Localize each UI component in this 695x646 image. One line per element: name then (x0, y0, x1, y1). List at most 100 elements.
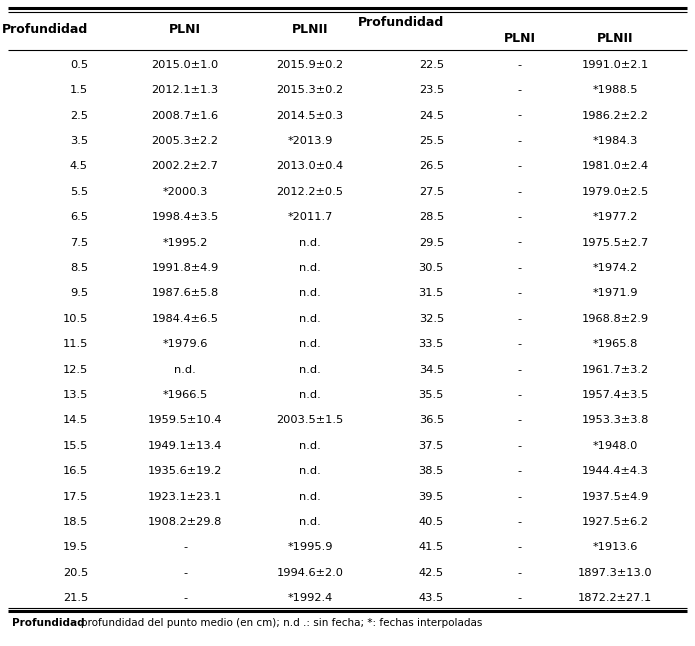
Text: PLNII: PLNII (292, 23, 328, 36)
Text: 1935.6±19.2: 1935.6±19.2 (148, 466, 222, 476)
Text: 19.5: 19.5 (63, 543, 88, 552)
Text: 35.5: 35.5 (418, 390, 444, 400)
Text: -: - (518, 136, 522, 146)
Text: -: - (518, 59, 522, 70)
Text: 2.5: 2.5 (70, 110, 88, 121)
Text: -: - (518, 492, 522, 502)
Text: *1979.6: *1979.6 (163, 339, 208, 349)
Text: 2005.3±2.2: 2005.3±2.2 (152, 136, 218, 146)
Text: 1981.0±2.4: 1981.0±2.4 (582, 162, 648, 171)
Text: n.d.: n.d. (299, 390, 321, 400)
Text: Profundidad: Profundidad (358, 16, 444, 29)
Text: 1959.5±10.4: 1959.5±10.4 (148, 415, 222, 426)
Text: 2008.7±1.6: 2008.7±1.6 (152, 110, 218, 121)
Text: 2012.1±1.3: 2012.1±1.3 (152, 85, 218, 95)
Text: 2012.2±0.5: 2012.2±0.5 (277, 187, 343, 197)
Text: -: - (518, 288, 522, 298)
Text: -: - (183, 593, 187, 603)
Text: *1977.2: *1977.2 (592, 212, 638, 222)
Text: 2014.5±0.3: 2014.5±0.3 (277, 110, 343, 121)
Text: : profundidad del punto medio (en cm); n.d .: sin fecha; *: fechas interpoladas: : profundidad del punto medio (en cm); n… (74, 618, 482, 629)
Text: n.d.: n.d. (174, 364, 196, 375)
Text: 42.5: 42.5 (419, 568, 444, 578)
Text: *1966.5: *1966.5 (163, 390, 208, 400)
Text: *1995.9: *1995.9 (287, 543, 333, 552)
Text: -: - (183, 543, 187, 552)
Text: 2013.0±0.4: 2013.0±0.4 (277, 162, 343, 171)
Text: 1987.6±5.8: 1987.6±5.8 (152, 288, 219, 298)
Text: n.d.: n.d. (299, 314, 321, 324)
Text: -: - (518, 187, 522, 197)
Text: -: - (518, 339, 522, 349)
Text: *2000.3: *2000.3 (163, 187, 208, 197)
Text: 33.5: 33.5 (418, 339, 444, 349)
Text: -: - (518, 543, 522, 552)
Text: -: - (518, 263, 522, 273)
Text: -: - (518, 593, 522, 603)
Text: 8.5: 8.5 (70, 263, 88, 273)
Text: 1979.0±2.5: 1979.0±2.5 (582, 187, 648, 197)
Text: 38.5: 38.5 (418, 466, 444, 476)
Text: 1923.1±23.1: 1923.1±23.1 (148, 492, 222, 502)
Text: n.d.: n.d. (299, 238, 321, 247)
Text: n.d.: n.d. (299, 263, 321, 273)
Text: 2015.9±0.2: 2015.9±0.2 (277, 59, 343, 70)
Text: 26.5: 26.5 (419, 162, 444, 171)
Text: 39.5: 39.5 (418, 492, 444, 502)
Text: Profundidad: Profundidad (12, 618, 85, 629)
Text: PLNI: PLNI (504, 32, 536, 45)
Text: 17.5: 17.5 (63, 492, 88, 502)
Text: n.d.: n.d. (299, 466, 321, 476)
Text: Profundidad: Profundidad (2, 23, 88, 36)
Text: 1986.2±2.2: 1986.2±2.2 (582, 110, 648, 121)
Text: 23.5: 23.5 (419, 85, 444, 95)
Text: 0.5: 0.5 (70, 59, 88, 70)
Text: *1913.6: *1913.6 (592, 543, 638, 552)
Text: 1897.3±13.0: 1897.3±13.0 (578, 568, 653, 578)
Text: -: - (183, 568, 187, 578)
Text: -: - (518, 441, 522, 451)
Text: 1908.2±29.8: 1908.2±29.8 (148, 517, 222, 527)
Text: 34.5: 34.5 (419, 364, 444, 375)
Text: 1991.8±4.9: 1991.8±4.9 (152, 263, 219, 273)
Text: 1968.8±2.9: 1968.8±2.9 (582, 314, 648, 324)
Text: 27.5: 27.5 (419, 187, 444, 197)
Text: 2003.5±1.5: 2003.5±1.5 (277, 415, 343, 426)
Text: 29.5: 29.5 (419, 238, 444, 247)
Text: -: - (518, 466, 522, 476)
Text: 1937.5±4.9: 1937.5±4.9 (582, 492, 648, 502)
Text: 18.5: 18.5 (63, 517, 88, 527)
Text: -: - (518, 390, 522, 400)
Text: *1974.2: *1974.2 (592, 263, 637, 273)
Text: 31.5: 31.5 (418, 288, 444, 298)
Text: -: - (518, 238, 522, 247)
Text: *1992.4: *1992.4 (287, 593, 333, 603)
Text: 1957.4±3.5: 1957.4±3.5 (582, 390, 648, 400)
Text: 14.5: 14.5 (63, 415, 88, 426)
Text: 9.5: 9.5 (70, 288, 88, 298)
Text: 2002.2±2.7: 2002.2±2.7 (152, 162, 218, 171)
Text: 7.5: 7.5 (70, 238, 88, 247)
Text: -: - (518, 568, 522, 578)
Text: 1944.4±4.3: 1944.4±4.3 (582, 466, 648, 476)
Text: 24.5: 24.5 (419, 110, 444, 121)
Text: 20.5: 20.5 (63, 568, 88, 578)
Text: -: - (518, 110, 522, 121)
Text: *1965.8: *1965.8 (592, 339, 638, 349)
Text: -: - (518, 212, 522, 222)
Text: *1948.0: *1948.0 (592, 441, 638, 451)
Text: *1988.5: *1988.5 (592, 85, 638, 95)
Text: 3.5: 3.5 (70, 136, 88, 146)
Text: *2013.9: *2013.9 (287, 136, 333, 146)
Text: 4.5: 4.5 (70, 162, 88, 171)
Text: 1953.3±3.8: 1953.3±3.8 (581, 415, 648, 426)
Text: 15.5: 15.5 (63, 441, 88, 451)
Text: -: - (518, 415, 522, 426)
Text: -: - (518, 85, 522, 95)
Text: 1872.2±27.1: 1872.2±27.1 (578, 593, 652, 603)
Text: *1971.9: *1971.9 (592, 288, 638, 298)
Text: 1.5: 1.5 (70, 85, 88, 95)
Text: 1949.1±13.4: 1949.1±13.4 (148, 441, 222, 451)
Text: n.d.: n.d. (299, 288, 321, 298)
Text: *2011.7: *2011.7 (287, 212, 333, 222)
